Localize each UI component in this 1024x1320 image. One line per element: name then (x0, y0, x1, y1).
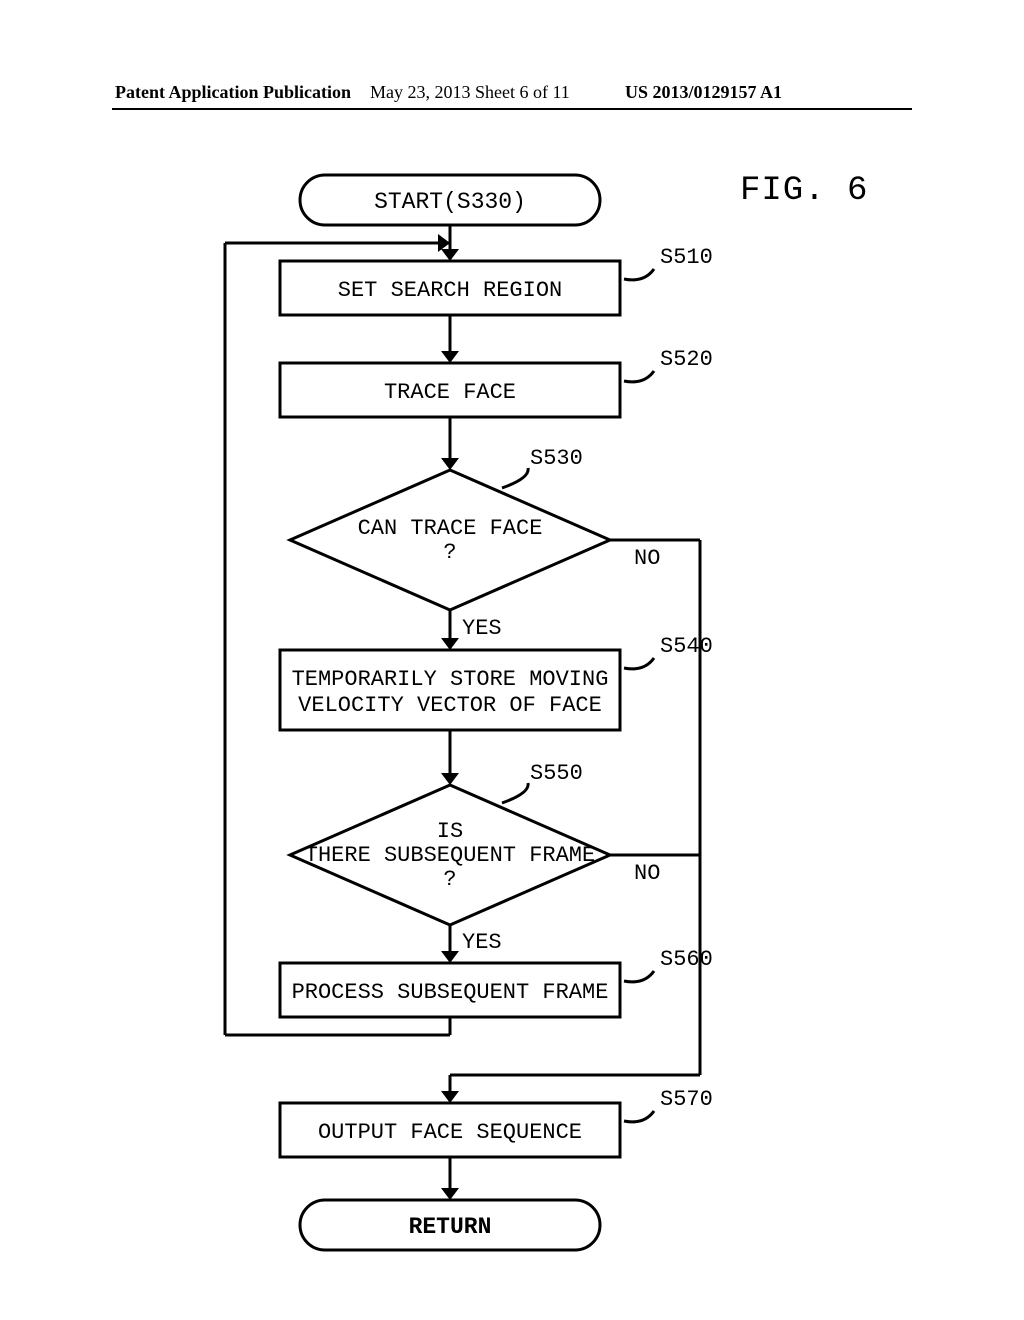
svg-text:THERE SUBSEQUENT FRAME: THERE SUBSEQUENT FRAME (305, 843, 595, 868)
svg-text:S550: S550 (530, 761, 583, 786)
svg-text:YES: YES (462, 930, 502, 955)
svg-text:NO: NO (634, 861, 660, 886)
svg-text:?: ? (443, 540, 456, 565)
svg-text:S540: S540 (660, 634, 713, 659)
svg-text:RETURN: RETURN (409, 1214, 492, 1240)
svg-text:S530: S530 (530, 446, 583, 471)
svg-text:IS: IS (437, 819, 463, 844)
svg-text:YES: YES (462, 616, 502, 641)
svg-text:CAN TRACE FACE: CAN TRACE FACE (358, 516, 543, 541)
svg-text:S520: S520 (660, 347, 713, 372)
svg-text:VELOCITY VECTOR OF FACE: VELOCITY VECTOR OF FACE (298, 693, 602, 718)
svg-text:START(S330): START(S330) (374, 189, 526, 215)
flowchart: START(S330) SET SEARCH REGION S510 TRACE FA… (0, 0, 1024, 1320)
svg-text:S510: S510 (660, 245, 713, 270)
svg-text:TEMPORARILY STORE MOVING: TEMPORARILY STORE MOVING (292, 667, 609, 692)
svg-text:PROCESS SUBSEQUENT FRAME: PROCESS SUBSEQUENT FRAME (292, 980, 609, 1005)
svg-text:S570: S570 (660, 1087, 713, 1112)
svg-text:SET SEARCH REGION: SET SEARCH REGION (338, 278, 562, 303)
svg-text:S560: S560 (660, 947, 713, 972)
svg-text:?: ? (443, 867, 456, 892)
svg-text:OUTPUT FACE SEQUENCE: OUTPUT FACE SEQUENCE (318, 1120, 582, 1145)
svg-text:TRACE FACE: TRACE FACE (384, 380, 516, 405)
svg-text:NO: NO (634, 546, 660, 571)
